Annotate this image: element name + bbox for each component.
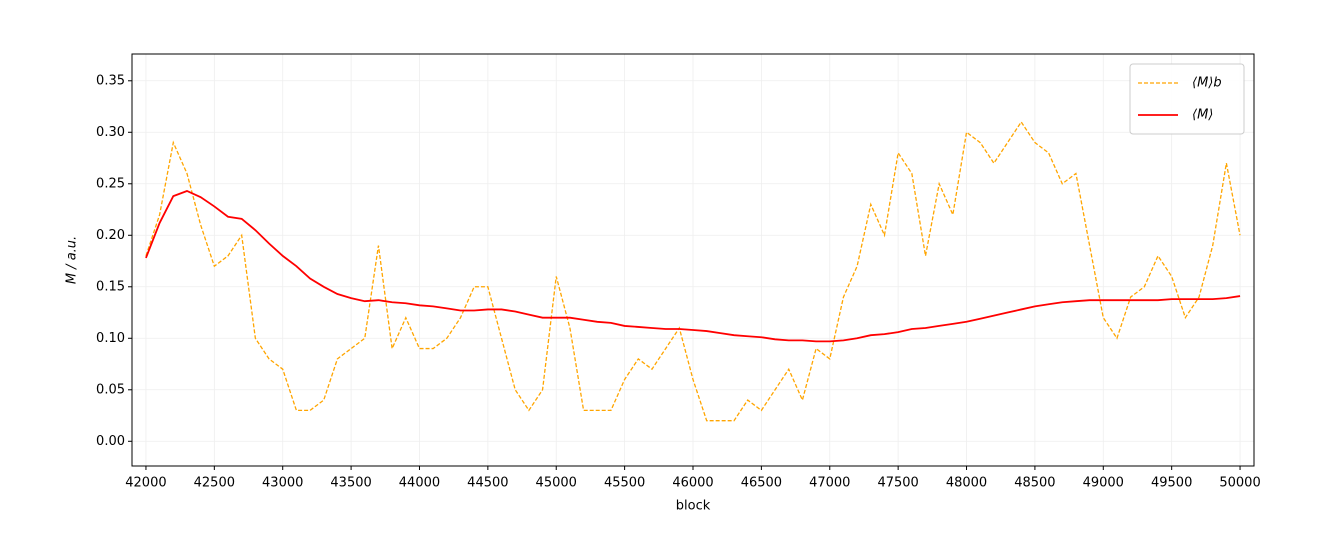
x-tick-label: 42000	[125, 476, 166, 491]
x-tick-label: 46500	[741, 476, 782, 491]
y-tick-label: 0.20	[96, 228, 125, 243]
x-tick-label: 42500	[194, 476, 235, 491]
legend-label: ⟨M⟩	[1192, 108, 1213, 123]
y-tick-label: 0.30	[96, 125, 125, 140]
x-tick-label: 48000	[946, 476, 987, 491]
x-tick-label: 49500	[1151, 476, 1192, 491]
y-tick-label: 0.25	[96, 176, 125, 191]
y-tick-label: 0.10	[96, 331, 125, 346]
x-tick-label: 46000	[672, 476, 713, 491]
x-tick-label: 44000	[399, 476, 440, 491]
x-axis-label: block	[676, 499, 711, 514]
plot-frame	[131, 53, 1255, 467]
legend-label: ⟨M⟩b	[1192, 76, 1222, 91]
x-tick-label: 48500	[1014, 476, 1055, 491]
x-tick-label: 50000	[1219, 476, 1260, 491]
x-tick-label: 47500	[877, 476, 918, 491]
x-tick-label: 45000	[536, 476, 577, 491]
y-tick-label: 0.15	[96, 279, 125, 294]
x-tick-label: 43500	[330, 476, 371, 491]
y-tick-label: 0.35	[96, 73, 125, 88]
data-line	[145, 120, 1241, 422]
x-tick-label: 43000	[262, 476, 303, 491]
x-tick-label: 49000	[1083, 476, 1124, 491]
data-line	[145, 190, 1241, 343]
legend-box	[1129, 63, 1245, 135]
y-axis-label: M / a.u.	[65, 236, 80, 284]
x-tick-label: 47000	[809, 476, 850, 491]
x-tick-label: 45500	[604, 476, 645, 491]
x-tick-label: 44500	[467, 476, 508, 491]
y-tick-label: 0.05	[96, 382, 125, 397]
legend: ⟨M⟩b ⟨M⟩	[1129, 63, 1245, 135]
y-tick-label: 0.00	[96, 434, 125, 449]
